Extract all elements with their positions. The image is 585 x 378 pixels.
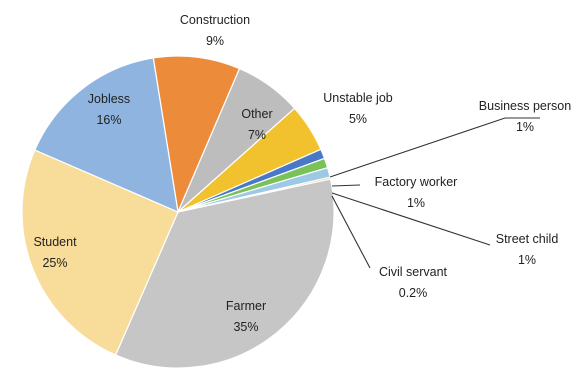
label-jobless-name: Jobless <box>88 92 130 106</box>
label-farmer-value: 35% <box>233 320 258 334</box>
label-farmer-name: Farmer <box>226 299 266 313</box>
label-factory-worker-value: 1% <box>407 196 425 210</box>
label-jobless-value: 16% <box>96 113 121 127</box>
label-other-name: Other <box>241 107 272 121</box>
slice-labels: Construction 9% Other 7% Unstable job 5%… <box>33 13 571 334</box>
label-civil-servant-name: Civil servant <box>379 265 448 279</box>
leader-line-street-child <box>331 192 491 246</box>
pie-slice-farmer <box>114 178 335 369</box>
label-construction-name: Construction <box>180 13 250 27</box>
leader-line-factory-worker <box>331 184 361 187</box>
pie-slices <box>21 55 335 369</box>
label-student-name: Student <box>33 235 77 249</box>
pie-slice-construction <box>152 55 241 215</box>
label-street-child-value: 1% <box>518 253 536 267</box>
leader-lines <box>329 117 540 269</box>
label-construction-value: 9% <box>206 34 224 48</box>
label-civil-servant-value: 0.2% <box>399 286 428 300</box>
label-unstable-job-name: Unstable job <box>323 91 393 105</box>
pie-slice-student <box>21 149 179 356</box>
label-student-value: 25% <box>42 256 67 270</box>
label-factory-worker-name: Factory worker <box>375 175 458 189</box>
label-street-child-name: Street child <box>496 232 559 246</box>
leader-line-business-person <box>329 117 540 178</box>
label-business-person-name: Business person <box>479 99 571 113</box>
pie-slice-jobless <box>34 57 179 213</box>
leader-line-civil-servant <box>331 195 371 269</box>
label-unstable-job-value: 5% <box>349 112 367 126</box>
label-other-value: 7% <box>248 128 266 142</box>
label-business-person-value: 1% <box>516 120 534 134</box>
